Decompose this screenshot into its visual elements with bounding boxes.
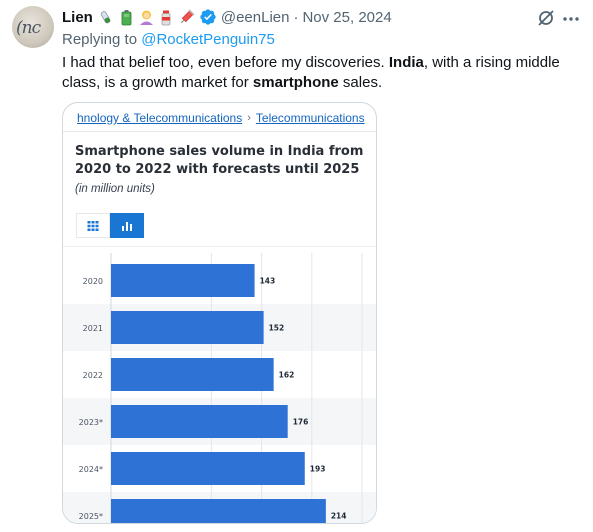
divider	[63, 246, 376, 247]
bar[interactable]	[111, 499, 326, 524]
data-label: 214	[331, 512, 347, 521]
divider	[63, 131, 376, 132]
bar[interactable]	[111, 358, 274, 391]
tweet-text-bold: India	[388, 54, 424, 71]
name-emojis	[98, 8, 195, 26]
category-label: 2020	[83, 277, 103, 286]
bar[interactable]	[111, 452, 305, 485]
data-label: 176	[293, 418, 309, 427]
tweet-text-part: , with a rising middle class, is a growt…	[62, 54, 560, 91]
syringe-icon	[178, 8, 195, 26]
chart-title: Smartphone sales volume in India from 20…	[75, 144, 364, 177]
data-label: 162	[279, 371, 295, 380]
chart-view-button[interactable]	[110, 213, 144, 238]
battery-icon	[118, 9, 135, 26]
bar[interactable]	[111, 264, 255, 297]
separator-dot: ·	[293, 8, 299, 26]
media-card[interactable]: hnology & Telecommunications › Telecommu…	[62, 102, 377, 524]
category-label: 2024*	[79, 465, 103, 474]
breadcrumb-item[interactable]: Telecommunications	[255, 111, 365, 125]
grok-icon[interactable]	[536, 8, 556, 28]
bar-chart-svg: 2020 143 2021 152 2022 162 2023* 176 2024* 193 202…	[63, 253, 376, 524]
reply-context: Replying to @RocketPenguin75	[62, 31, 275, 48]
tweet-text-part: sales.	[338, 74, 383, 91]
category-label: 2021	[83, 324, 103, 333]
tweet-text: I had that belief too, even before my di…	[62, 53, 582, 93]
bar-chart: 2020 143 2021 152 2022 162 2023* 176 2024* 193 202…	[63, 253, 376, 524]
tweet-header: Lien @eenLien · Nov 25, 2024	[62, 7, 392, 27]
tweet-text-part: I had that belief too, even before my di…	[62, 54, 389, 71]
data-label: 152	[269, 324, 285, 333]
chart-subtitle: (in million units)	[75, 183, 155, 195]
reply-prefix: Replying to	[62, 31, 142, 48]
test-tube-icon	[98, 9, 115, 26]
tweet-text-bold: smartphone	[252, 74, 339, 91]
table-view-button[interactable]	[76, 213, 110, 238]
data-label: 193	[310, 465, 326, 474]
breadcrumb: hnology & Telecommunications › Telecommu…	[77, 111, 365, 125]
category-label: 2025*	[79, 512, 103, 521]
chart-view-icon	[122, 221, 132, 231]
view-toggle	[76, 213, 144, 238]
author-handle[interactable]: @eenLien	[220, 8, 290, 26]
spray-can-icon	[158, 9, 175, 26]
breadcrumb-item[interactable]: hnology & Telecommunications	[77, 111, 243, 125]
person-icon	[138, 9, 155, 26]
verified-badge-icon	[200, 9, 216, 25]
table-view-icon	[87, 220, 99, 231]
category-label: 2022	[83, 371, 103, 380]
avatar-text: (nc	[16, 18, 41, 38]
bar[interactable]	[111, 405, 288, 438]
more-options-icon[interactable]	[562, 10, 580, 28]
avatar[interactable]: (nc	[12, 6, 54, 48]
tweet-date[interactable]: Nov 25, 2024	[302, 8, 392, 26]
bar[interactable]	[111, 311, 264, 344]
data-label: 143	[260, 277, 276, 286]
category-label: 2023*	[79, 418, 103, 427]
author-name[interactable]: Lien	[62, 8, 93, 26]
breadcrumb-separator: ›	[247, 112, 251, 124]
reply-to-link[interactable]: @RocketPenguin75	[141, 31, 275, 48]
